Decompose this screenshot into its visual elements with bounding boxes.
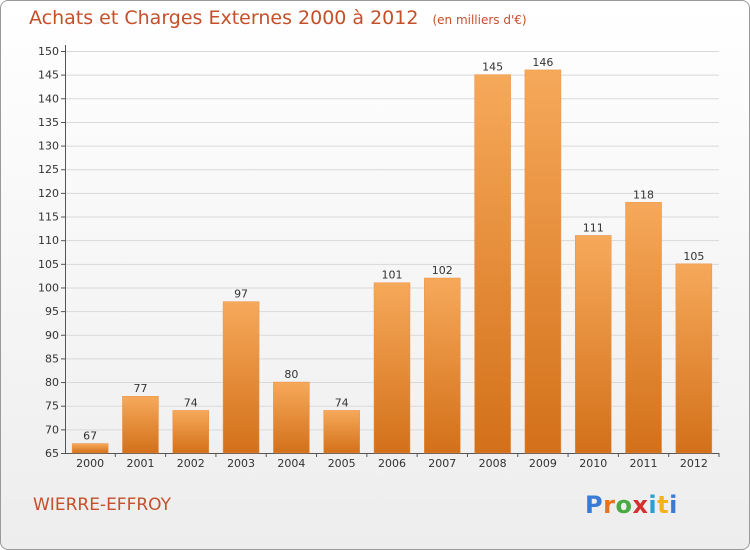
logo-letter: i: [648, 491, 658, 519]
x-tick-label: 2009: [529, 457, 557, 470]
value-label: 101: [382, 269, 403, 282]
y-tick-label: 110: [38, 234, 59, 247]
y-tick-label: 90: [45, 329, 59, 342]
proxiti-logo: Proxiti: [585, 491, 678, 519]
x-tick-label: 2011: [630, 457, 658, 470]
value-label: 105: [683, 250, 704, 263]
logo-letter: t: [657, 491, 670, 519]
y-tick-label: 140: [38, 92, 59, 105]
value-label: 77: [133, 382, 147, 395]
axes: [65, 45, 719, 454]
y-tick-label: 75: [45, 400, 59, 413]
bar-2011: [625, 202, 662, 454]
chart-title-unit: (en milliers d'€): [432, 13, 527, 27]
bar-2010: [574, 235, 612, 454]
y-tick-label: 105: [38, 258, 59, 271]
bar-2004: [273, 381, 310, 454]
y-tick-label: 150: [38, 45, 59, 58]
bar-2002: [172, 410, 210, 454]
bar-2006: [373, 282, 411, 454]
commune-name: WIERRE-EFFROY: [33, 495, 172, 515]
y-tick-label: 85: [45, 352, 59, 365]
x-tick-label: 2003: [227, 457, 255, 470]
y-tick-label: 125: [38, 163, 59, 176]
logo-letter: P: [585, 491, 604, 519]
bar-2003: [222, 301, 260, 454]
x-tick-label: 2007: [428, 457, 456, 470]
x-tick-label: 2000: [76, 457, 104, 470]
value-label: 67: [83, 430, 97, 443]
x-tick-label: 2002: [177, 457, 205, 470]
chart-title: Achats et Charges Externes 2000 à 2012 (…: [29, 7, 527, 29]
value-label: 80: [284, 368, 298, 381]
x-tick-label: 2004: [277, 457, 305, 470]
x-tick-label: 2006: [378, 457, 406, 470]
value-label: 74: [184, 396, 198, 409]
value-label: 102: [432, 264, 453, 277]
bar-2008: [474, 74, 511, 454]
logo-letter: o: [615, 491, 633, 519]
value-label: 111: [583, 221, 604, 234]
bar-2005: [323, 410, 360, 454]
x-tick-label: 2012: [680, 457, 708, 470]
value-label: 118: [633, 188, 654, 201]
y-tick-label: 95: [45, 305, 59, 318]
value-label: 146: [532, 56, 553, 69]
bar-2001: [122, 395, 159, 454]
x-tick-label: 2001: [126, 457, 154, 470]
y-tick-label: 120: [38, 187, 59, 200]
y-axis-ticks: 65 70 75 80 85 90 95 100 105 110 115 120 125 130 135 14…: [38, 45, 65, 460]
chart-title-main: Achats et Charges Externes 2000 à 2012: [29, 7, 419, 29]
logo-letter: x: [632, 491, 649, 519]
value-labels: 67 77 74 97 80 74 101 102 145 146 111 118 105: [83, 56, 704, 443]
y-tick-label: 65: [45, 447, 59, 460]
y-tick-label: 135: [38, 116, 59, 129]
logo-letter: i: [669, 491, 678, 519]
y-tick-label: 130: [38, 140, 59, 153]
bar-2000: [71, 443, 109, 454]
y-tick-label: 100: [38, 281, 59, 294]
x-tick-label: 2010: [579, 457, 607, 470]
bar-2007: [424, 277, 461, 454]
x-axis-ticks: 2000 2001 2002 2003 2004 2005 2006 2007 2008 2009…: [76, 453, 720, 470]
bar-2012: [675, 263, 713, 454]
value-label: 74: [335, 396, 349, 409]
y-tick-label: 145: [38, 69, 59, 82]
bar-2009: [524, 69, 562, 454]
y-tick-label: 80: [45, 376, 59, 389]
value-label: 145: [482, 61, 503, 74]
x-tick-label: 2008: [479, 457, 507, 470]
value-label: 97: [234, 288, 248, 301]
x-tick-label: 2005: [328, 457, 356, 470]
bars: [71, 69, 713, 454]
y-tick-label: 70: [45, 423, 59, 436]
logo-letter: r: [603, 491, 616, 519]
y-tick-label: 115: [38, 211, 59, 224]
